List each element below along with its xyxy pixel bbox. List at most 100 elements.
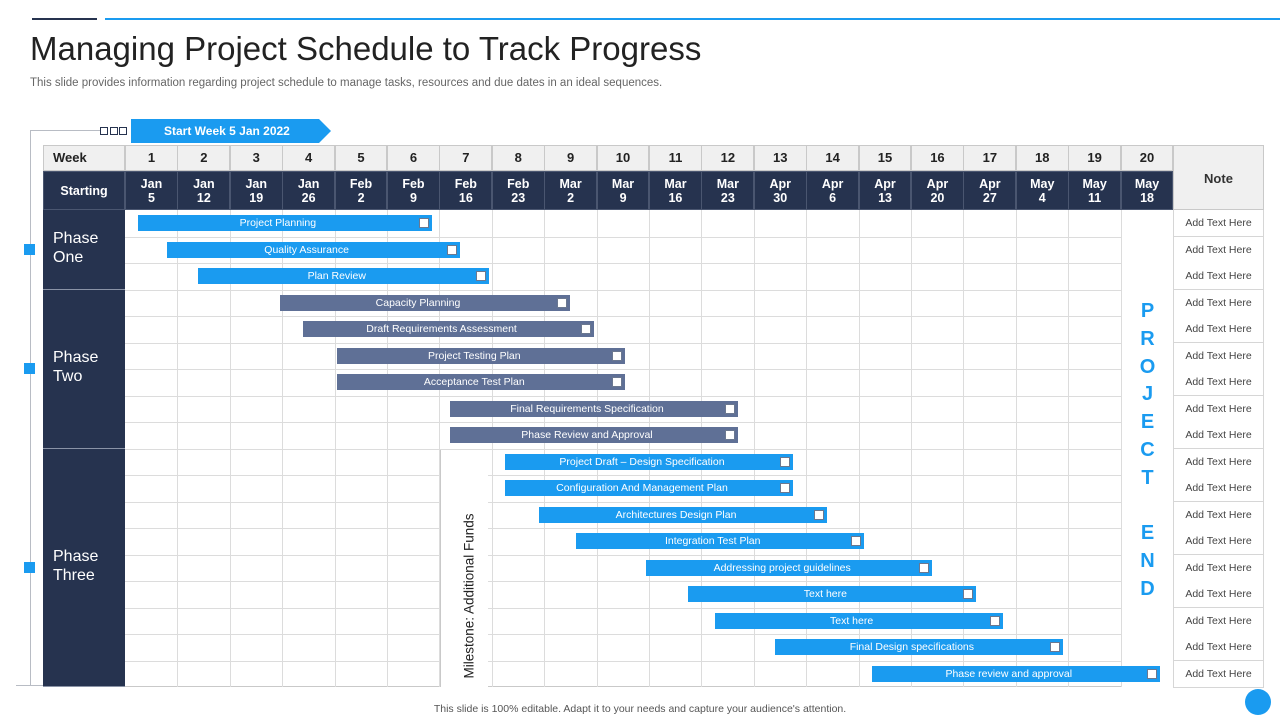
task-bar[interactable]: Phase Review and Approval <box>449 427 739 443</box>
task-checkbox[interactable] <box>1049 642 1060 652</box>
task-label: Final Requirements Specification <box>510 402 664 415</box>
week-start-day: 2 <box>357 191 365 205</box>
week-start-day: 20 <box>930 191 945 205</box>
task-bar[interactable]: Quality Assurance <box>166 241 461 258</box>
small-square-icon <box>100 127 108 135</box>
note-cell[interactable]: Add Text Here <box>1173 263 1264 290</box>
project-end-letter: E <box>1140 411 1155 434</box>
task-bar[interactable]: Project Testing Plan <box>337 347 626 364</box>
task-checkbox[interactable] <box>612 350 623 361</box>
note-cell[interactable]: Add Text Here <box>1173 528 1264 555</box>
start-week-banner: Start Week 5 Jan 2022 <box>131 119 331 143</box>
task-bar[interactable]: Architectures Design Plan <box>538 506 828 523</box>
task-bar[interactable]: Text here <box>688 586 977 602</box>
bracket-bottom <box>16 685 44 686</box>
task-bar[interactable]: Configuration And Management Plan <box>504 480 794 496</box>
task-label: Text here <box>803 588 847 600</box>
task-bar[interactable]: Phase review and approval <box>871 665 1160 682</box>
week-start-month: Mar <box>664 177 687 191</box>
task-checkbox[interactable] <box>989 615 1000 626</box>
task-bar[interactable]: Plan Review <box>198 268 490 284</box>
task-checkbox[interactable] <box>814 509 825 520</box>
note-cell[interactable]: Add Text Here <box>1173 342 1264 370</box>
week-start-day: 16 <box>668 191 683 205</box>
note-cell[interactable]: Add Text Here <box>1173 369 1264 396</box>
week-start-month: Mar <box>716 177 739 191</box>
grid-row-line <box>125 395 1122 397</box>
week-number-header: 10 <box>596 145 650 171</box>
note-cell[interactable]: Add Text Here <box>1173 422 1264 449</box>
task-checkbox[interactable] <box>612 377 623 387</box>
week-number-header: 2 <box>177 145 231 171</box>
task-checkbox[interactable] <box>1146 668 1157 679</box>
week-number-header: 11 <box>649 145 702 171</box>
week-start-date: Apr 13 <box>858 171 912 210</box>
task-checkbox[interactable] <box>780 456 791 467</box>
task-checkbox[interactable] <box>850 536 861 546</box>
week-start-day: 13 <box>878 191 892 205</box>
note-cell[interactable]: Add Text Here <box>1173 634 1264 661</box>
task-checkbox[interactable] <box>918 562 929 573</box>
week-start-date: Jan 19 <box>229 171 283 210</box>
note-cell[interactable]: Add Text Here <box>1173 475 1264 502</box>
project-end-letter: D <box>1140 578 1155 600</box>
week-start-month: Apr <box>979 177 1001 191</box>
task-bar[interactable]: Final Design specifications <box>774 639 1063 655</box>
note-cell[interactable]: Add Text Here <box>1173 448 1264 476</box>
task-checkbox[interactable] <box>580 324 591 334</box>
note-cell[interactable]: Add Text Here <box>1173 395 1264 423</box>
task-bar[interactable]: Addressing project guidelines <box>646 559 932 576</box>
task-checkbox[interactable] <box>963 589 974 599</box>
week-start-month: Apr <box>821 177 844 191</box>
phase-marker-icon <box>24 561 35 573</box>
note-cell[interactable]: Add Text Here <box>1173 210 1264 237</box>
task-bar[interactable]: Project Planning <box>138 215 432 231</box>
task-checkbox[interactable] <box>418 218 429 228</box>
task-bar[interactable]: Project Draft – Design Specification <box>504 453 794 470</box>
task-bar[interactable]: Capacity Planning <box>279 294 571 311</box>
week-start-month: Apr <box>926 177 949 191</box>
note-cell[interactable]: Add Text Here <box>1173 289 1264 317</box>
project-end-letter: J <box>1141 383 1154 406</box>
note-cell[interactable]: Add Text Here <box>1173 236 1264 264</box>
task-label: Phase review and approval <box>945 667 1073 680</box>
task-checkbox[interactable] <box>780 483 791 493</box>
task-checkbox[interactable] <box>725 403 736 414</box>
note-cell[interactable]: Add Text Here <box>1173 581 1264 608</box>
page-subtitle: This slide provides information regardin… <box>30 77 663 89</box>
note-cell[interactable]: Add Text Here <box>1173 607 1264 635</box>
project-end-column <box>1122 210 1173 687</box>
grid-row-line <box>125 369 1122 370</box>
week-start-date: Mar 9 <box>596 171 650 210</box>
grid-row-line <box>125 422 1122 423</box>
week-number-header: 18 <box>1015 145 1069 171</box>
note-cell[interactable]: Add Text Here <box>1173 501 1264 529</box>
note-cell[interactable]: Add Text Here <box>1173 554 1264 582</box>
week-start-date: Feb 23 <box>491 171 545 210</box>
week-start-date: May 18 <box>1120 171 1174 210</box>
task-checkbox[interactable] <box>447 244 458 255</box>
task-label: Project Planning <box>239 217 317 229</box>
task-bar[interactable]: Text here <box>714 612 1003 629</box>
phase-label-line1: Phase <box>53 349 99 366</box>
week-start-day: 16 <box>458 191 473 205</box>
week-start-date: Feb 16 <box>439 171 493 210</box>
week-start-month: Feb <box>402 177 425 191</box>
note-cell[interactable]: Add Text Here <box>1173 316 1264 343</box>
task-bar[interactable]: Draft Requirements Assessment <box>303 321 594 337</box>
grid-row-line <box>125 607 1122 609</box>
task-checkbox[interactable] <box>476 271 487 281</box>
week-number-header: 6 <box>387 145 440 171</box>
task-checkbox[interactable] <box>725 430 736 440</box>
grid-row-line <box>125 342 1122 344</box>
week-start-day: 11 <box>1088 191 1102 205</box>
task-bar[interactable]: Final Requirements Specification <box>449 400 739 417</box>
task-bar[interactable]: Integration Test Plan <box>575 533 864 549</box>
note-cell[interactable]: Add Text Here <box>1173 660 1264 688</box>
bracket-side <box>30 130 31 685</box>
grid-row-line <box>125 581 1122 582</box>
task-checkbox[interactable] <box>557 297 568 308</box>
page-circle-icon <box>1245 689 1271 715</box>
week-start-day: 6 <box>829 191 837 205</box>
task-bar[interactable]: Acceptance Test Plan <box>337 374 626 390</box>
